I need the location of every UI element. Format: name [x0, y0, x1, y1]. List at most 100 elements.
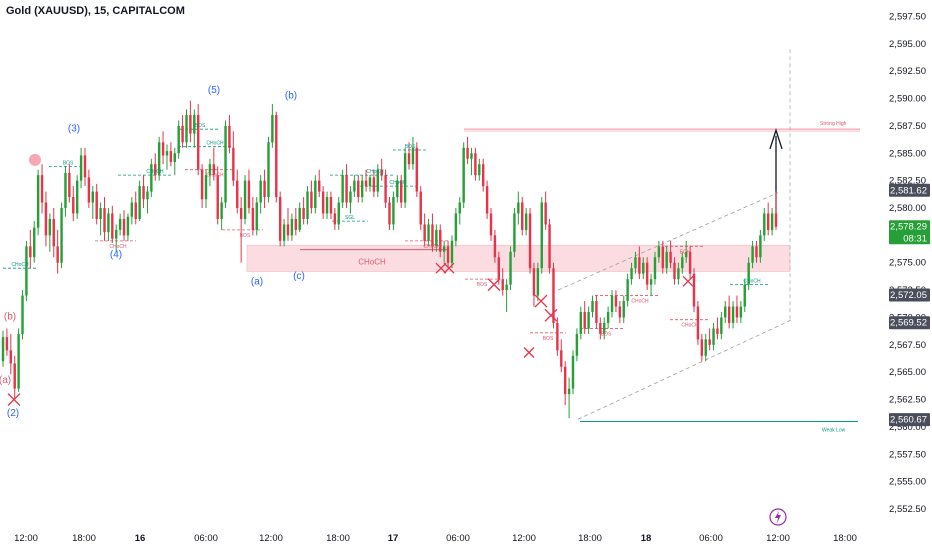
candle-body [548, 224, 551, 269]
x-mark-stroke [487, 278, 501, 292]
candle-body [33, 227, 36, 258]
candle-body [739, 306, 743, 318]
candle [665, 246, 668, 274]
candle-body [40, 175, 44, 203]
candle [115, 224, 118, 252]
candle-body [212, 164, 216, 176]
candle-body [583, 312, 586, 329]
candle-body [532, 268, 536, 296]
structure-label: CHoCH [631, 299, 649, 305]
candle-body [684, 251, 688, 258]
candle [724, 301, 727, 323]
candle [583, 301, 586, 334]
y-tick-label: 2,562.50 [889, 395, 926, 406]
candle [403, 147, 407, 208]
candle-body [665, 251, 668, 269]
candle [677, 262, 680, 285]
candle [56, 229, 59, 274]
candle-body [606, 312, 610, 323]
candle-body [157, 142, 161, 176]
candle [645, 257, 649, 291]
candle [372, 169, 376, 198]
candle-body [575, 333, 579, 356]
candle [622, 295, 625, 323]
candle [400, 175, 403, 208]
candle [450, 235, 454, 269]
candle [278, 191, 282, 247]
x-tick-label: 16 [135, 533, 146, 544]
candle-body [638, 257, 641, 274]
channel-upper [557, 192, 779, 291]
candle-body [677, 268, 680, 280]
candle [216, 166, 219, 225]
candle-body [571, 355, 575, 389]
candle [407, 142, 411, 170]
candle [87, 169, 91, 208]
time-axis[interactable]: 12:00 18:00 16 06:00 12:00 18:00 17 06:00 12:00 1… [14, 533, 857, 544]
candle-body [302, 208, 305, 219]
candle-body [314, 180, 317, 208]
candle [247, 169, 251, 214]
candle [21, 290, 24, 340]
candle-body [411, 147, 415, 165]
candle [306, 186, 309, 225]
candle-body [357, 180, 360, 198]
candle [735, 295, 739, 323]
structure-label: BOS [405, 144, 416, 150]
candle-body [52, 218, 55, 247]
price-badge-bg [889, 413, 930, 427]
candle-body [528, 213, 532, 269]
candle [439, 224, 442, 258]
y-tick-label: 2,590.00 [889, 94, 926, 105]
candle-body [727, 306, 731, 323]
price-axis[interactable]: 2,597.50 2,595.00 2,592.50 2,590.00 2,587.50… [889, 11, 926, 515]
structure-label: BOS [543, 336, 554, 342]
candle [540, 197, 543, 274]
x-mark-stroke [435, 262, 447, 274]
structure-label: CHoCH [109, 244, 127, 250]
candle-body [236, 180, 239, 208]
candle-body [747, 262, 750, 285]
y-tick-label: 2,587.50 [889, 121, 926, 132]
candle [154, 153, 157, 181]
candle-body [653, 257, 657, 280]
candle-body [556, 322, 559, 351]
candle-body [563, 366, 567, 395]
x-mark-stroke [682, 275, 694, 287]
candle [134, 191, 137, 225]
candle [481, 158, 485, 192]
candle-body [298, 208, 301, 230]
candle-body [478, 164, 481, 176]
candle-body [700, 339, 704, 356]
wave-label: (3) [68, 123, 80, 134]
x-mark-stroke [523, 347, 535, 358]
candle-body [185, 114, 188, 143]
candle-body [419, 191, 422, 225]
candle [653, 251, 657, 285]
candle [130, 197, 134, 225]
structure-label: BOS [63, 160, 74, 166]
candle [560, 339, 563, 373]
candle [446, 240, 450, 269]
x-mark-stroke [544, 308, 558, 322]
candle-body [142, 186, 145, 200]
candle-body [501, 279, 504, 291]
x-tick-label: 18:00 [326, 533, 350, 544]
candle-body [228, 125, 231, 148]
candle-body [64, 172, 67, 208]
candle-body [481, 164, 485, 187]
candle [349, 186, 352, 214]
candle-body [435, 229, 438, 247]
candle [610, 290, 614, 318]
candle [766, 202, 770, 236]
candle-body [345, 175, 348, 203]
y-tick-label: 2,585.00 [889, 148, 926, 159]
candle-body [220, 202, 223, 219]
candle-body [294, 218, 298, 230]
candle-body [466, 147, 469, 159]
candle-body [724, 306, 727, 318]
y-tick-label: 2,555.00 [889, 477, 926, 488]
candle-body [708, 339, 711, 345]
candle [532, 262, 536, 307]
